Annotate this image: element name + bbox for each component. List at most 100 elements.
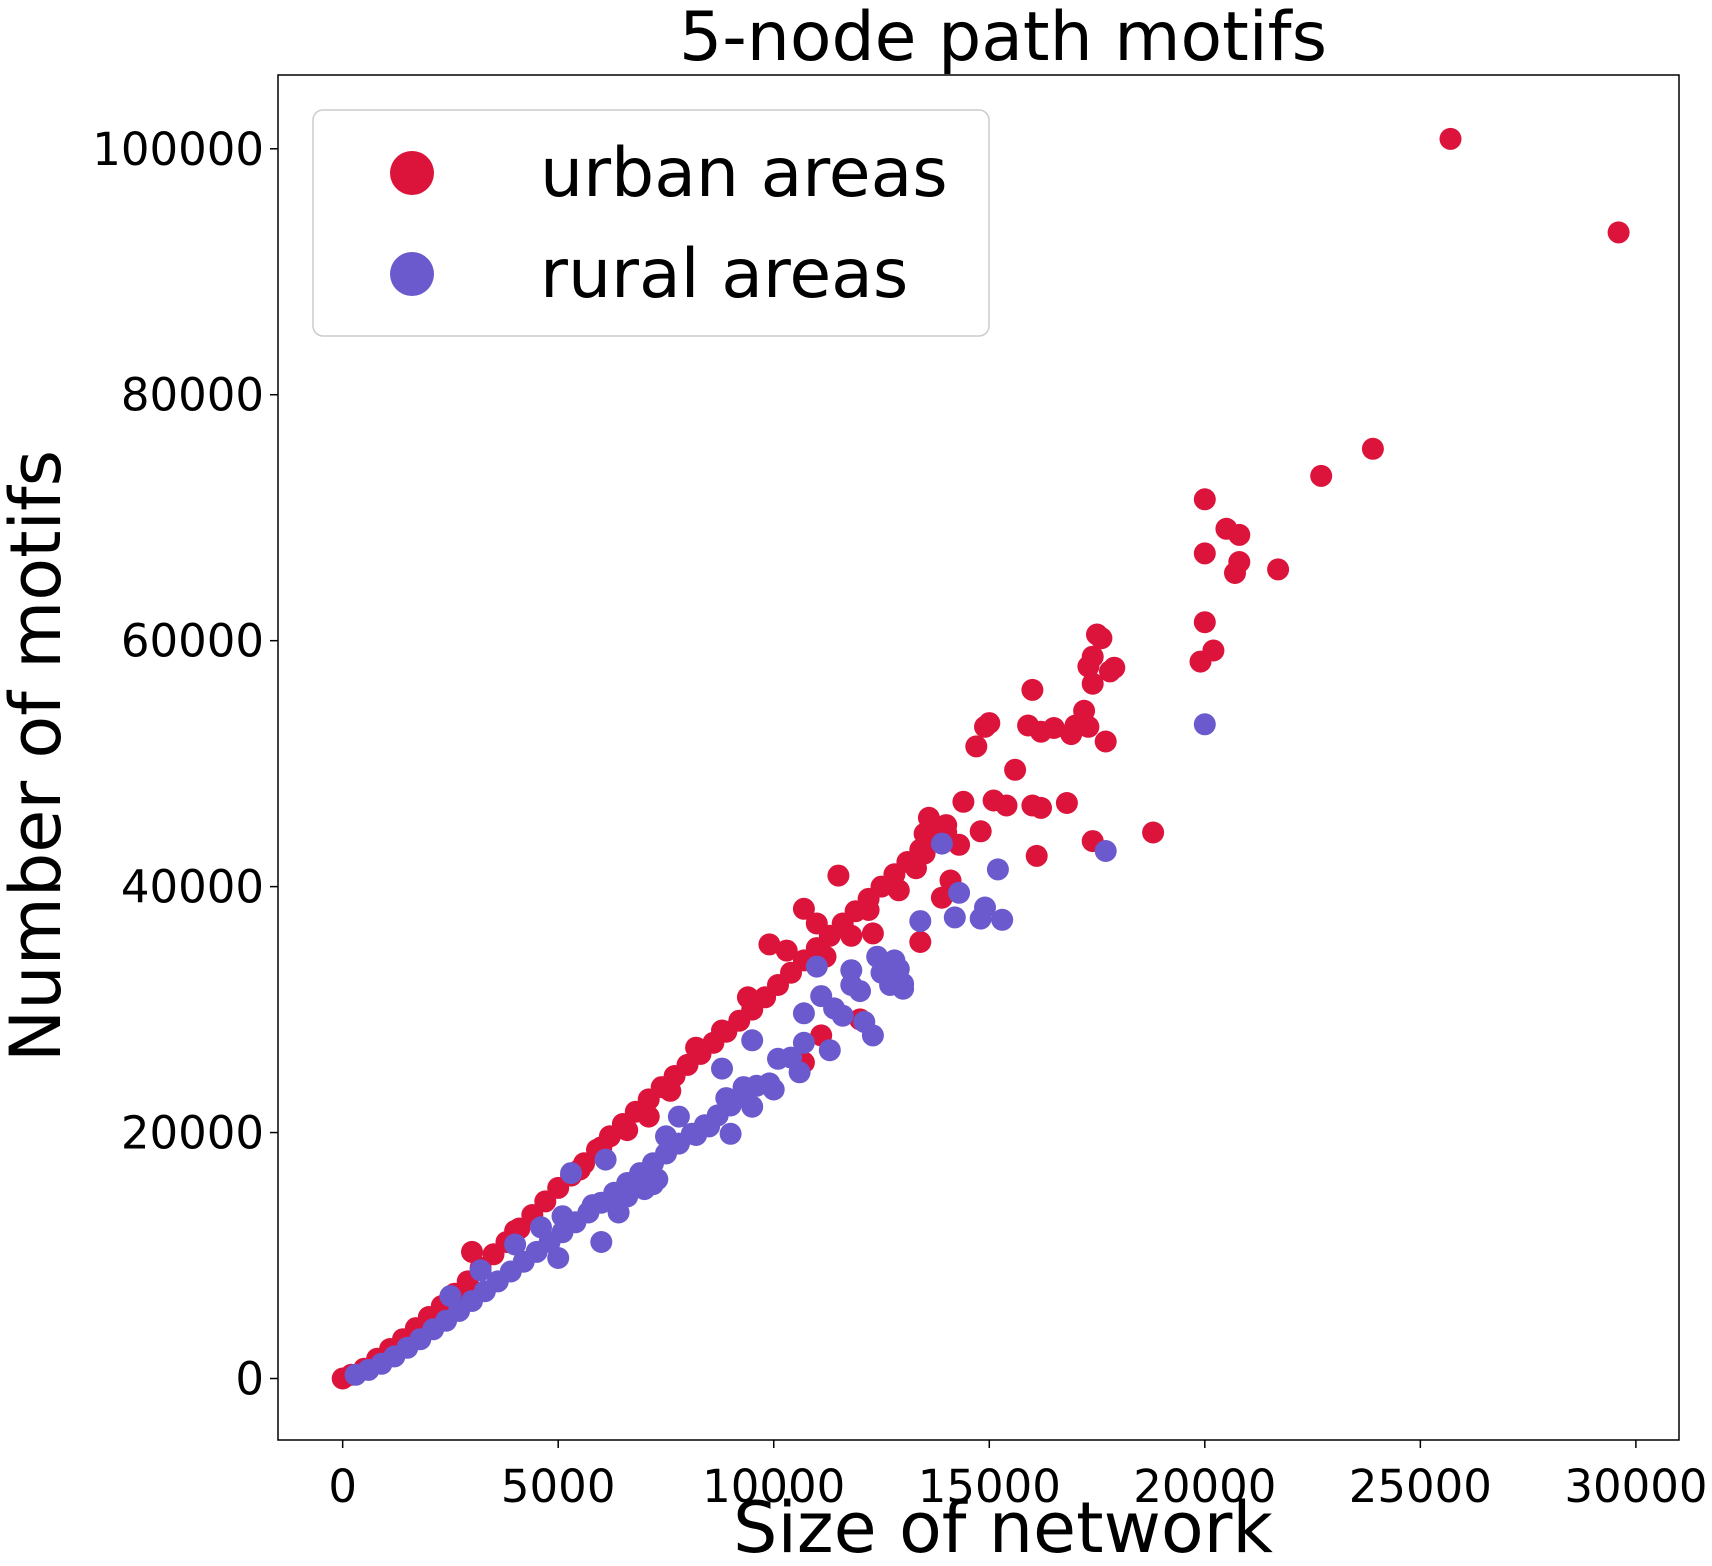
x-tick-label: 10000 (702, 1460, 845, 1513)
urban-point (1193, 542, 1216, 565)
y-axis-label: Number of motifs (0, 450, 77, 1062)
urban-point (461, 1240, 483, 1263)
urban-point (913, 842, 936, 865)
urban-point (1607, 221, 1630, 244)
rural-point (831, 1004, 854, 1027)
rural-point (948, 881, 971, 904)
rural-point (547, 1247, 570, 1269)
urban-point (1228, 551, 1251, 573)
y-tick-label: 40000 (121, 861, 264, 914)
urban-point (758, 933, 781, 956)
legend-rural-label: rural areas (540, 235, 908, 314)
rural-point (616, 1185, 639, 1208)
y-tick-label: 60000 (121, 615, 264, 668)
urban-point (792, 897, 815, 920)
rural-point (530, 1216, 552, 1239)
urban-point (969, 820, 992, 843)
urban-point (736, 986, 759, 1009)
legend-urban-label: urban areas (540, 134, 948, 213)
urban-point (1021, 678, 1044, 701)
rural-point (642, 1173, 664, 1196)
urban-point (685, 1036, 708, 1059)
rural-point (594, 1148, 617, 1171)
rural-point (986, 858, 1009, 881)
rural-point (667, 1105, 690, 1128)
urban-point (909, 931, 932, 953)
rural-point (655, 1125, 677, 1148)
urban-point (1439, 127, 1462, 150)
rural-point (581, 1194, 604, 1217)
rural-point (732, 1076, 755, 1099)
rural-point (551, 1205, 574, 1228)
urban-point (1361, 437, 1384, 460)
y-tick-label: 0 (235, 1353, 264, 1406)
y-axis: 0 20000 40000 60000 80000 100000 (92, 123, 278, 1406)
rural-point (741, 1029, 764, 1052)
urban-point (1202, 639, 1225, 662)
rural-point (930, 832, 953, 855)
urban-point (1004, 758, 1027, 781)
urban-point (965, 735, 988, 758)
rural-point (943, 906, 966, 929)
urban-point (1103, 656, 1126, 679)
y-tick-label: 20000 (121, 1107, 264, 1160)
urban-point (930, 886, 953, 909)
urban-point (861, 922, 884, 945)
urban-point (952, 790, 975, 813)
urban-point (840, 924, 863, 947)
x-tick-label: 5000 (501, 1460, 616, 1513)
rural-point (792, 1002, 815, 1025)
rural-point (715, 1087, 738, 1110)
rural-point (711, 1057, 733, 1080)
urban-point (995, 794, 1018, 817)
rural-point (469, 1259, 492, 1282)
urban-point (1042, 717, 1065, 739)
urban-point (887, 879, 910, 902)
x-axis: 0 5000 10000 15000 20000 25000 30000 (328, 1440, 1707, 1513)
legend-urban-marker (390, 151, 434, 195)
urban-point (1193, 488, 1216, 511)
x-tick-label: 0 (328, 1460, 357, 1513)
rural-point (719, 1122, 742, 1145)
plot-area (331, 127, 1630, 1390)
urban-point (711, 1019, 733, 1042)
urban-point (805, 912, 828, 935)
legend: urban areas rural areas (312, 109, 990, 337)
urban-point (1090, 627, 1113, 650)
rural-point (741, 1095, 764, 1118)
rural-point (590, 1231, 613, 1253)
plot-frame (277, 74, 1680, 1441)
rural-point (861, 1024, 884, 1047)
urban-point (978, 712, 1001, 735)
rural-point (792, 1031, 815, 1054)
urban-point (616, 1119, 639, 1142)
x-tick-label: 25000 (1349, 1460, 1492, 1513)
legend-rural-marker (390, 252, 434, 296)
urban-point (948, 833, 971, 856)
rural-point (439, 1285, 462, 1308)
rural-point (504, 1233, 527, 1256)
urban-series (331, 127, 1630, 1390)
rural-point (909, 910, 932, 933)
urban-point (1267, 558, 1290, 581)
urban-point (659, 1079, 682, 1102)
urban-point (1081, 645, 1104, 668)
legend-box (312, 109, 990, 337)
x-tick-label: 30000 (1564, 1460, 1707, 1513)
urban-point (1081, 672, 1104, 695)
urban-point (857, 899, 880, 921)
urban-point (917, 806, 940, 829)
urban-point (1193, 611, 1216, 634)
chart-title: 5-node path motifs (679, 0, 1327, 77)
urban-point (1030, 796, 1052, 819)
rural-point (762, 1078, 785, 1101)
urban-point (1094, 730, 1117, 753)
x-tick-label: 20000 (1133, 1460, 1276, 1513)
rural-point (892, 977, 915, 1000)
rural-point (788, 1061, 811, 1084)
rural-series (344, 713, 1216, 1386)
rural-point (991, 908, 1014, 931)
rural-point (805, 955, 828, 978)
urban-point (775, 939, 798, 962)
